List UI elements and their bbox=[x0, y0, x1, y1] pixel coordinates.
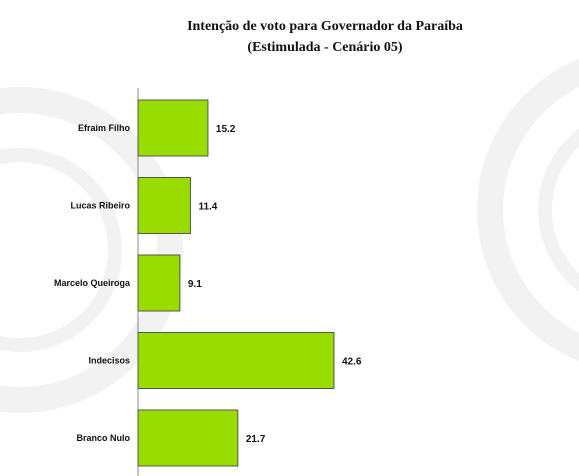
bar-4 bbox=[137, 409, 239, 467]
category-label-2: Marcelo Queiroga bbox=[54, 278, 131, 288]
bar-2 bbox=[137, 254, 181, 312]
bars-group: Efraim Filho 15.2 Lucas Ribeiro 11.4 Marcelo… bbox=[54, 99, 362, 467]
bar-3 bbox=[137, 332, 335, 389]
value-label-0: 15.2 bbox=[216, 124, 236, 135]
bar-0 bbox=[137, 99, 209, 157]
category-label-3: Indecisos bbox=[88, 356, 130, 366]
background-decoration bbox=[0, 58, 579, 413]
chart-subtitle: (Estimulada - Cenário 05) bbox=[247, 40, 403, 55]
value-label-3: 42.6 bbox=[342, 357, 362, 368]
value-label-4: 21.7 bbox=[246, 434, 266, 445]
category-label-4: Branco Nulo bbox=[76, 433, 130, 443]
value-label-1: 11.4 bbox=[198, 202, 217, 213]
category-label-0: Efraim Filho bbox=[78, 123, 131, 133]
value-label-2: 9.1 bbox=[188, 279, 202, 290]
chart-title: Intenção de voto para Governador da Para… bbox=[187, 19, 463, 34]
bar-1 bbox=[137, 177, 191, 234]
category-label-1: Lucas Ribeiro bbox=[70, 201, 130, 211]
